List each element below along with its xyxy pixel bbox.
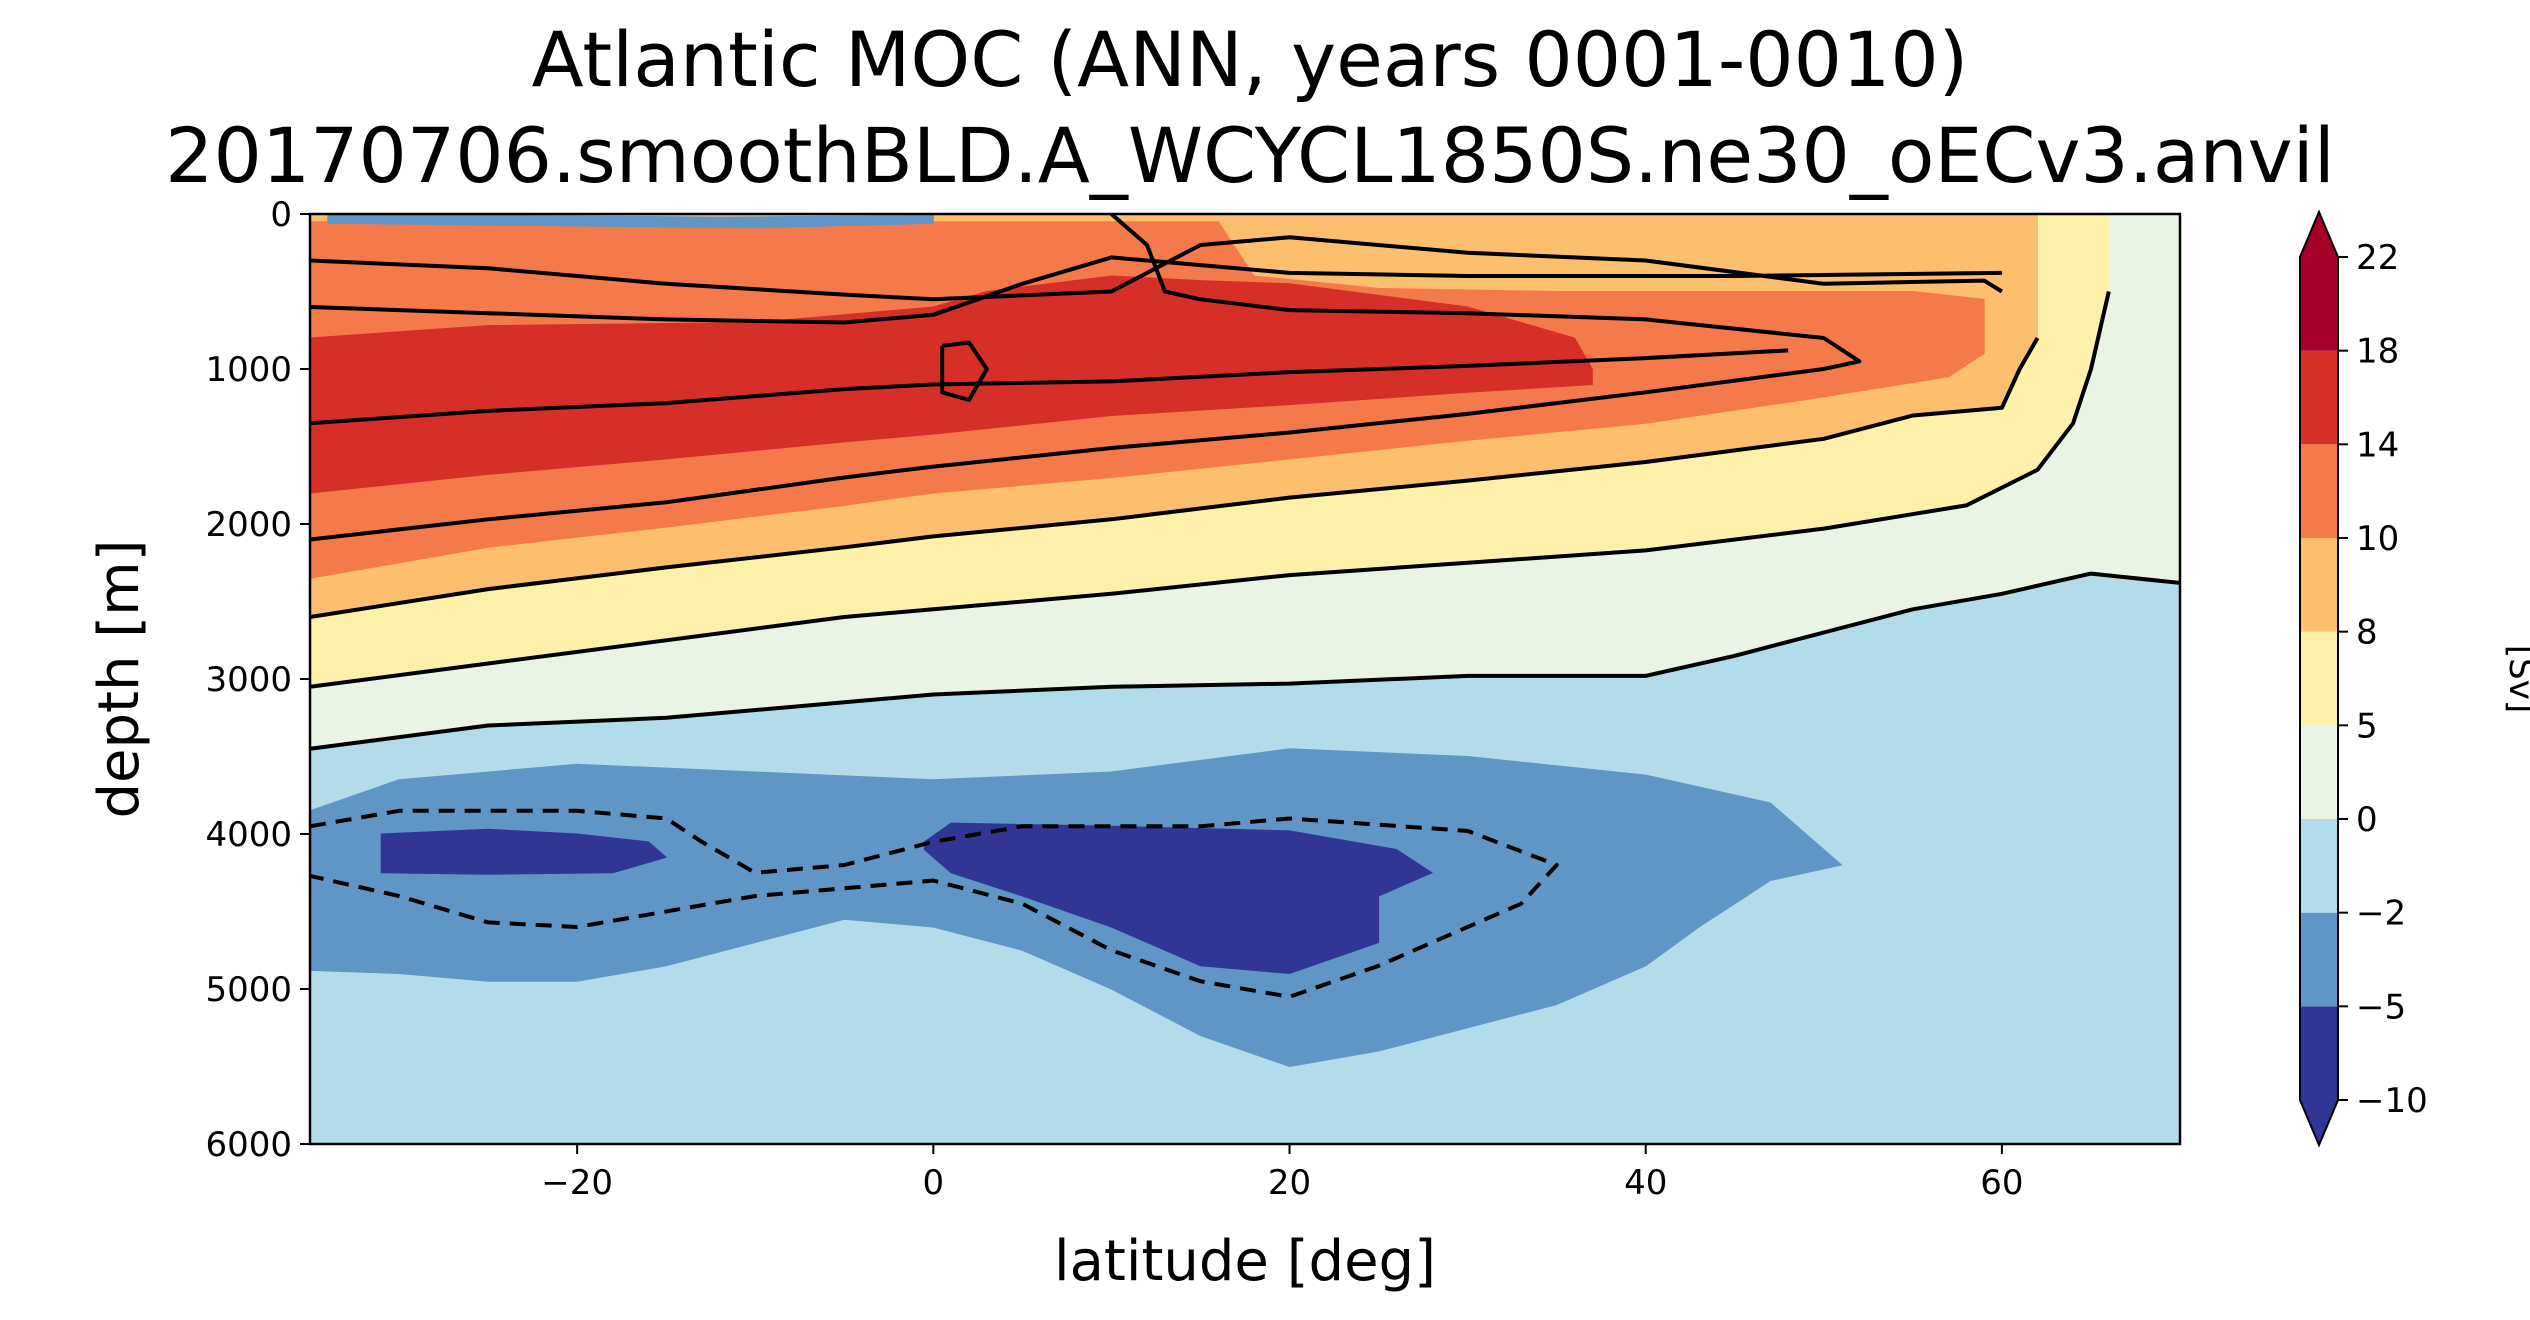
region-level--5-7	[923, 822, 1434, 975]
colorbar-tick-label: 22	[2356, 238, 2399, 278]
colorbar-tick-label: 0	[2356, 800, 2378, 840]
x-tick-label: 40	[1624, 1163, 1667, 1203]
colorbar-tick-label: 18	[2356, 332, 2399, 372]
x-axis-label: latitude [deg]	[1054, 1229, 1436, 1294]
contour-line--2-8	[310, 808, 1559, 999]
y-tick-label: 2000	[205, 505, 292, 545]
contour-line-0-2	[310, 571, 2180, 751]
y-tick-label: 1000	[205, 350, 292, 390]
contour-line-14-6	[310, 255, 2002, 325]
contour-line-10-3	[310, 348, 1789, 426]
region-level--5-6	[380, 828, 668, 875]
colorbar-segment	[2300, 257, 2338, 351]
colorbar-tick-label: 14	[2356, 425, 2399, 465]
colorbar-tick-label: 5	[2356, 706, 2378, 746]
chart-subtitle: 20170706.smoothBLD.A_WCYCL1850S.ne30_oEC…	[165, 111, 2335, 200]
y-tick-label: 0	[270, 195, 292, 235]
contour-line-5-0	[310, 337, 2040, 619]
x-tick-label: 0	[923, 1163, 945, 1203]
colorbar-tick-label: 8	[2356, 613, 2378, 653]
colorbar-extend-min	[2300, 1100, 2338, 1145]
x-tick-label: −20	[541, 1163, 613, 1203]
y-axis-label: depth [m]	[87, 539, 152, 818]
plot-area: −20 0 20 40 60 0 1000 2000 3000 4000 5000 6000	[205, 195, 2182, 1203]
colorbar-segment	[2300, 725, 2338, 819]
colorbar-segment	[2300, 538, 2338, 632]
x-tick-label: 20	[1268, 1163, 1311, 1203]
contour-line-14-4	[310, 214, 1862, 542]
contour-line-14-5	[310, 235, 2003, 302]
chart-title: Atlantic MOC (ANN, years 0001-0010)	[532, 15, 1969, 104]
colorbar: −10 −5 −2 0 5 8 10 14 18 22	[2299, 209, 2428, 1148]
y-tick-label: 4000	[205, 815, 292, 855]
y-tick-label: 5000	[205, 970, 292, 1010]
colorbar-segment	[2300, 819, 2338, 913]
contour-line-18-7	[940, 340, 989, 402]
colorbar-segment	[2300, 1006, 2338, 1100]
y-tick-label: 3000	[205, 660, 292, 700]
colorbar-segment	[2300, 631, 2338, 726]
x-tick-label: 60	[1980, 1163, 2023, 1203]
colorbar-tick-label: −5	[2356, 987, 2406, 1027]
colorbar-extend-max	[2300, 212, 2338, 257]
colorbar-tick-label: −10	[2356, 1081, 2428, 1121]
colorbar-segment	[2300, 444, 2338, 538]
colorbar-segment	[2300, 350, 2338, 445]
contour-line-0-1	[310, 291, 2111, 689]
region-level--10-8	[327, 214, 934, 229]
colorbar-segment	[2300, 912, 2338, 1007]
colorbar-label: [Sv]	[2501, 645, 2530, 713]
colorbar-tick-label: 10	[2356, 519, 2399, 559]
colorbar-tick-label: −2	[2356, 894, 2406, 934]
y-tick-label: 6000	[205, 1125, 292, 1165]
